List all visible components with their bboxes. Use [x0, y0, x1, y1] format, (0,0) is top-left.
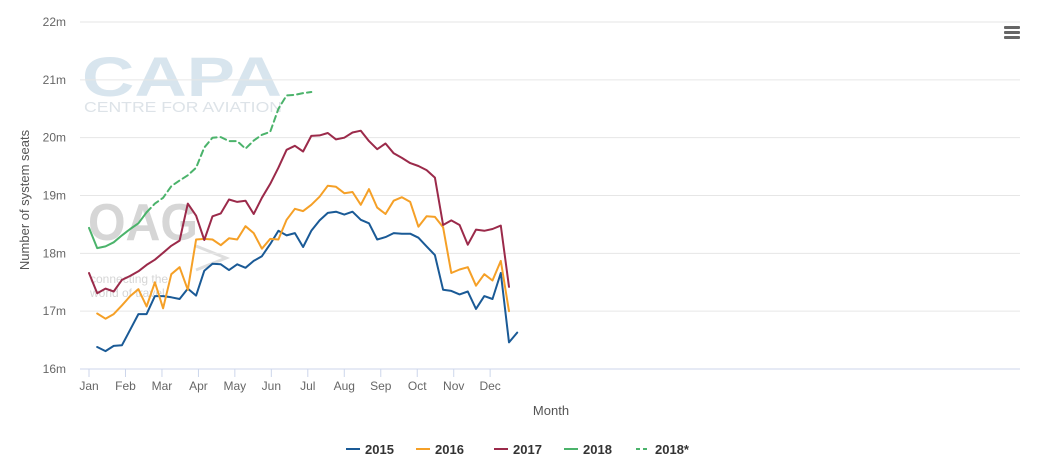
gridlines: [80, 21, 1020, 312]
y-tick-label: 16m: [43, 362, 66, 376]
series-line-2018: [88, 211, 148, 250]
legend-label: 2015: [365, 442, 394, 457]
legend-item-2018[interactable]: 2018: [564, 442, 612, 457]
x-tick-label: Oct: [408, 379, 427, 393]
legend-item-2017[interactable]: 2017: [494, 442, 542, 457]
menu-bar: [1004, 36, 1020, 39]
y-tick-label: 17m: [43, 304, 66, 318]
legend-item-2015[interactable]: 2015: [346, 442, 394, 457]
y-tick-label: 22m: [43, 15, 66, 29]
y-tick-label: 21m: [43, 73, 66, 87]
series-line-2018-projected: [145, 91, 313, 214]
y-axis-ticks: 16m 17m 18m 19m 20m 21m 22m: [43, 15, 66, 376]
x-tick-label: May: [224, 379, 247, 393]
series-line-2015: [96, 210, 519, 353]
x-tick-label: Feb: [115, 379, 136, 393]
x-tick-label: Jan: [79, 379, 98, 393]
legend-label: 2016: [435, 442, 464, 457]
x-tick-label: Mar: [152, 379, 173, 393]
oag-tagline-line-1: connecting the: [90, 272, 168, 286]
oag-logo-watermark: OAG: [88, 194, 198, 252]
x-axis-title: Month: [533, 403, 569, 418]
x-tick-label: Jun: [262, 379, 281, 393]
oag-arrow-icon: [195, 244, 231, 272]
series-lines: [88, 91, 519, 353]
watermark-layer: CAPA CENTRE FOR AVIATION OAG connecting …: [82, 45, 282, 300]
series-line-2016: [96, 184, 510, 320]
y-tick-label: 18m: [43, 246, 66, 260]
legend-item-2018-projected[interactable]: 2018*: [636, 442, 690, 457]
x-tick-label: Dec: [479, 379, 500, 393]
x-tick-label: Sep: [370, 379, 392, 393]
x-tick-label: Aug: [334, 379, 355, 393]
menu-bar: [1004, 31, 1020, 34]
legend-label: 2017: [513, 442, 542, 457]
hamburger-menu-icon[interactable]: [1004, 26, 1020, 40]
menu-bar: [1004, 26, 1020, 29]
y-axis-title: Number of system seats: [17, 129, 32, 270]
x-tick-label: Jul: [300, 379, 315, 393]
capa-logo-watermark: CAPA: [82, 45, 282, 108]
x-tick-label: Nov: [443, 379, 464, 393]
x-tick-label: Apr: [189, 379, 208, 393]
legend[interactable]: 2015 2016 2017 2018 2018*: [346, 442, 690, 457]
x-axis: Jan Feb Mar Apr May Jun Jul Aug Sep Oct Nov Dec: [79, 368, 1020, 393]
y-tick-label: 20m: [43, 131, 66, 145]
y-tick-label: 19m: [43, 189, 66, 203]
legend-item-2016[interactable]: 2016: [416, 442, 464, 457]
series-line-2017: [88, 129, 510, 295]
legend-label: 2018*: [655, 442, 690, 457]
legend-label: 2018: [583, 442, 612, 457]
capa-tagline-watermark: CENTRE FOR AVIATION: [84, 99, 282, 116]
